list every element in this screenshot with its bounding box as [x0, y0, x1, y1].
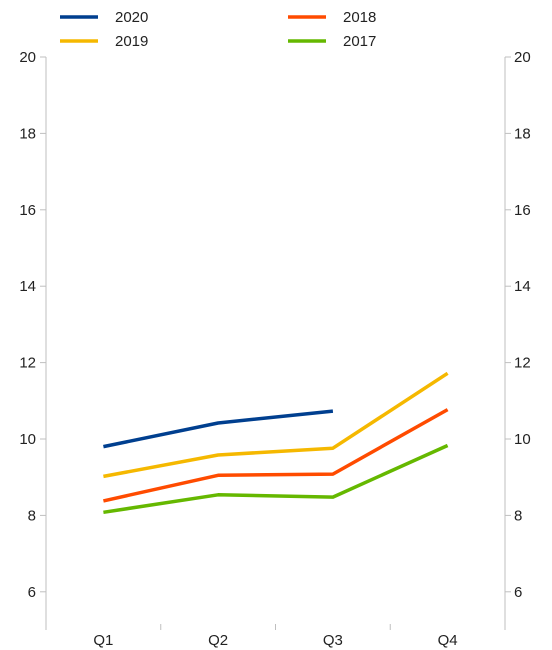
series-line-2018	[103, 408, 449, 503]
y-tick-label-right: 20	[514, 49, 531, 66]
series-line-2017	[103, 443, 449, 515]
series-lines	[103, 371, 449, 515]
x-tick-label: Q2	[208, 632, 228, 649]
y-tick-label-left: 20	[19, 49, 36, 66]
legend: 2020 2019 2018 2017	[60, 9, 376, 50]
y-tick-label-right: 18	[514, 125, 531, 142]
y-tick-label-right: 8	[514, 507, 522, 524]
y-tick-label-left: 16	[19, 202, 36, 219]
legend-label-2020: 2020	[115, 9, 148, 26]
y-tick-label-right: 14	[514, 278, 531, 295]
legend-label-2019: 2019	[115, 33, 148, 50]
x-tick-label: Q3	[323, 632, 343, 649]
y-tick-label-left: 8	[28, 507, 36, 524]
y-tick-label-right: 10	[514, 431, 531, 448]
y-tick-label-right: 16	[514, 202, 531, 219]
y-tick-label-left: 18	[19, 125, 36, 142]
series-line-2019	[103, 371, 449, 479]
y-tick-label-left: 10	[19, 431, 36, 448]
y-tick-label-right: 6	[514, 584, 522, 601]
y-tick-label-left: 12	[19, 355, 36, 372]
x-tick-label: Q4	[438, 632, 458, 649]
axes: 6 6 8 8 10 10 12 12 14 14 16 16 18 18 20 20 Q1 Q2 Q3 Q4	[19, 49, 530, 649]
legend-label-2018: 2018	[343, 9, 376, 26]
legend-label-2017: 2017	[343, 33, 376, 50]
y-tick-label-left: 14	[19, 278, 36, 295]
y-tick-label-right: 12	[514, 355, 531, 372]
series-line-2020	[103, 409, 334, 449]
y-tick-label-left: 6	[28, 584, 36, 601]
x-tick-label: Q1	[93, 632, 113, 649]
